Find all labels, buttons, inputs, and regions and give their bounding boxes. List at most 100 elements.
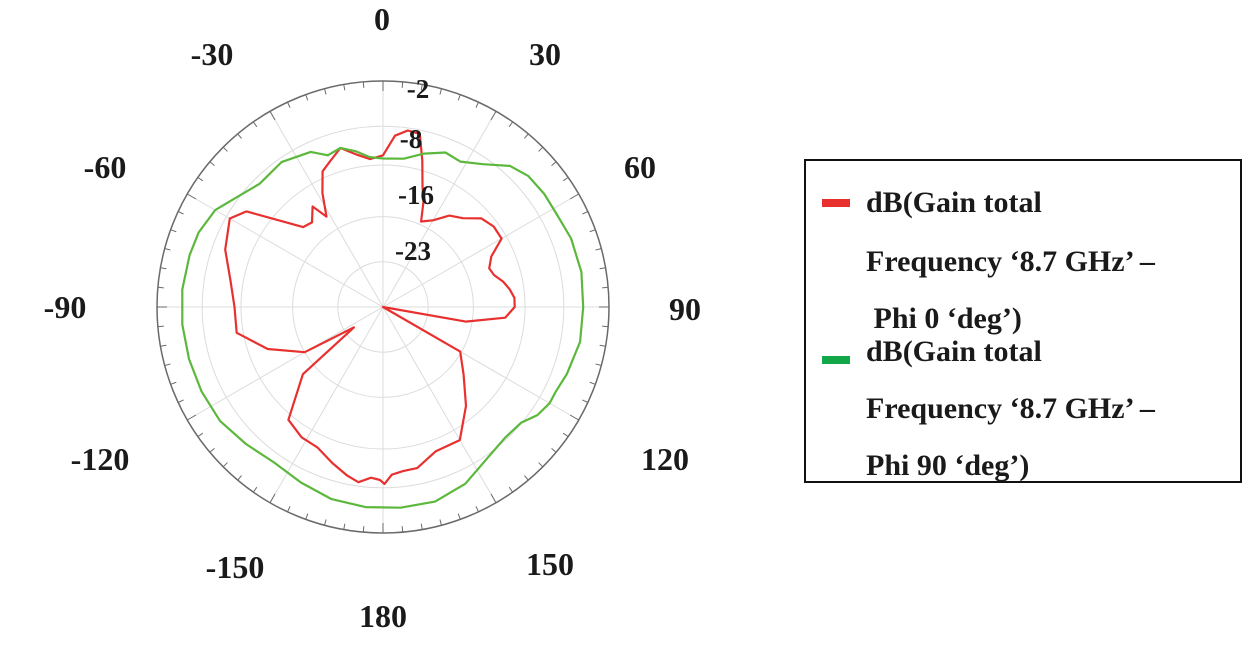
- angle-tick: [582, 211, 589, 215]
- angle-tick: [287, 101, 291, 108]
- angle-tick: [420, 84, 423, 91]
- angle-tick-label: 60: [624, 149, 656, 185]
- angle-tick: [569, 414, 579, 421]
- angle-tick: [599, 344, 606, 347]
- legend-text: Frequency ‘8.7 GHz’ –: [866, 245, 1155, 278]
- series-line-phi-90: [181, 146, 585, 509]
- angle-tick: [237, 133, 242, 139]
- angle-tick: [508, 121, 514, 128]
- angle-tick: [562, 432, 569, 438]
- angle-tick: [170, 381, 177, 385]
- grid-spoke: [187, 306, 384, 421]
- angle-tick: [508, 486, 514, 493]
- radial-tick-labels: -2 -8 -16 -23: [395, 74, 434, 266]
- angle-tick: [439, 519, 442, 526]
- grid-spoke: [382, 193, 579, 308]
- angle-tick: [524, 133, 529, 139]
- angle-tick: [524, 475, 529, 481]
- angle-tick: [401, 526, 404, 533]
- series-line-phi-0: [224, 129, 516, 485]
- polar-chart: -2 -8 -16 -23 0 30 60 90 120 150 180 -150 -120 -90 -6…: [44, 1, 701, 634]
- angle-tick: [589, 229, 596, 233]
- series-path-phi-0: [224, 129, 516, 485]
- chart-legend: dB(Gain total Frequency ‘8.7 GHz’ – Phi …: [804, 159, 1242, 483]
- angle-tick: [177, 211, 184, 215]
- legend-text: dB(Gain total: [866, 335, 1042, 368]
- angle-tick: [362, 526, 365, 533]
- angle-tick-label: -120: [71, 441, 130, 477]
- angle-tick: [420, 523, 423, 530]
- angle-tick: [551, 448, 557, 453]
- radial-tick-label: -16: [398, 180, 434, 210]
- angle-tick: [222, 146, 228, 152]
- angle-tick: [287, 506, 291, 513]
- angle-tick: [170, 229, 177, 233]
- angle-tick-label: -30: [191, 36, 234, 72]
- grid-spoke: [187, 193, 384, 308]
- angle-tick: [197, 432, 204, 438]
- angle-tick: [439, 88, 442, 95]
- angle-tick: [490, 493, 497, 503]
- legend-text: Phi 0 ‘deg’): [866, 302, 1022, 335]
- radial-tick-label: -8: [400, 124, 423, 154]
- legend-swatch-phi-0: [822, 199, 850, 207]
- legend-text: Phi 90 ‘deg’): [866, 449, 1030, 482]
- angle-tick: [197, 176, 204, 182]
- angle-tick: [160, 267, 167, 270]
- angle-tick: [538, 146, 544, 152]
- angle-tick: [222, 462, 228, 468]
- radial-tick-label: -23: [395, 236, 431, 266]
- angle-tick: [269, 493, 276, 503]
- angle-tick: [177, 399, 184, 403]
- angle-tick: [475, 506, 479, 513]
- legend-swatch-phi-90: [822, 356, 850, 364]
- angle-tick: [209, 161, 215, 166]
- series-path-phi-90: [181, 146, 585, 509]
- grid-spoke: [269, 306, 384, 503]
- angle-tick: [237, 475, 242, 481]
- grid-spoke: [382, 111, 497, 308]
- radial-tick-label: -2: [407, 74, 430, 104]
- angle-tick: [602, 325, 609, 328]
- angle-tick: [595, 363, 602, 366]
- angle-tick: [164, 363, 171, 366]
- angle-tick: [343, 523, 346, 530]
- angle-tick: [582, 399, 589, 403]
- angle-tick: [187, 193, 197, 200]
- grid-spoke: [269, 111, 384, 308]
- angle-tick: [362, 81, 365, 88]
- angle-tick: [324, 519, 327, 526]
- angle-tick: [305, 94, 309, 101]
- angle-tick: [562, 176, 569, 182]
- angle-tick-label: 0: [374, 1, 390, 37]
- angle-tick: [551, 161, 557, 166]
- angle-tick-labels: 0 30 60 90 120 150 180 -150 -120 -90 -60 -30: [44, 1, 701, 634]
- angle-tick-label: -150: [206, 549, 265, 585]
- angle-tick: [160, 344, 167, 347]
- angle-tick: [187, 414, 197, 421]
- angle-tick: [589, 381, 596, 385]
- angle-tick: [343, 84, 346, 91]
- angle-tick-label: 90: [669, 291, 701, 327]
- angle-tick: [324, 88, 327, 95]
- angle-tick: [252, 486, 258, 493]
- angle-tick: [252, 121, 258, 128]
- angle-tick: [475, 101, 479, 108]
- angle-tick: [599, 267, 606, 270]
- angle-tick: [164, 248, 171, 251]
- angle-tick: [157, 286, 164, 289]
- angle-tick: [401, 81, 404, 88]
- grid-spoke: [382, 306, 497, 503]
- angle-tick-label: 120: [641, 441, 689, 477]
- angle-tick: [457, 513, 461, 520]
- angle-ticks: [157, 81, 609, 533]
- angle-tick-label: -90: [44, 289, 87, 325]
- angle-tick: [269, 111, 276, 121]
- angle-tick: [602, 286, 609, 289]
- angle-tick: [209, 448, 215, 453]
- angle-tick: [538, 462, 544, 468]
- angle-tick: [305, 513, 309, 520]
- angle-tick: [569, 193, 579, 200]
- angle-tick: [457, 94, 461, 101]
- angle-tick: [157, 325, 164, 328]
